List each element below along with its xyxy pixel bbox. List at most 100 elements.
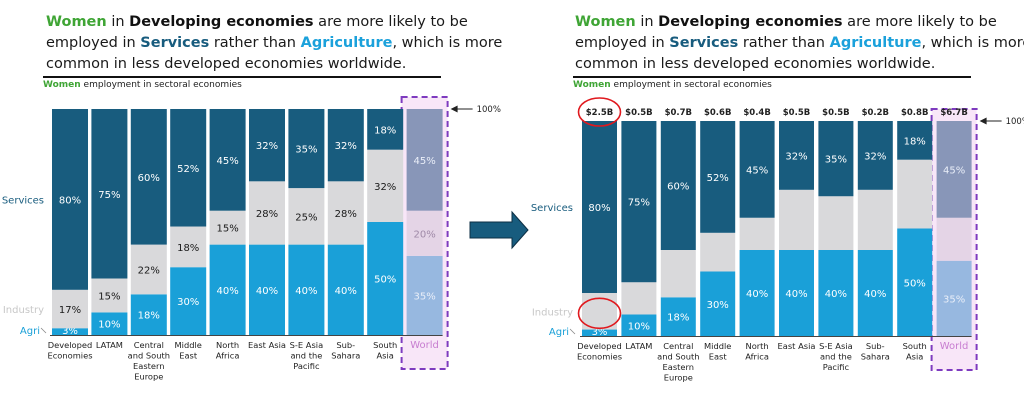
bar-segment-agri: [327, 244, 364, 335]
bar-segment-industry: [857, 189, 893, 250]
data-label-industry: 15%: [98, 291, 120, 302]
data-label-services: 80%: [59, 195, 81, 206]
bar-segment-services: [327, 109, 364, 182]
bar-segment-services: [818, 121, 854, 197]
data-label-services: 75%: [98, 190, 120, 201]
category-label: Asia: [906, 352, 923, 362]
category-label: and the: [290, 351, 322, 361]
bar-segment-industry: [249, 181, 285, 245]
highlight-circle-total: [577, 97, 622, 127]
hundred-percent-arrow-icon: [979, 117, 987, 125]
category-label: Europe: [664, 373, 693, 383]
bar-segment-agri: [367, 222, 404, 335]
bar-segment-agri: [582, 329, 617, 336]
bar-segment-agri: [897, 228, 933, 336]
bar-segment-agri: [288, 244, 325, 335]
category-label: Sahara: [331, 351, 360, 361]
bar-segment-industry: [779, 189, 814, 250]
data-label-services: 32%: [335, 141, 357, 152]
bar-segment-agri: [621, 314, 657, 336]
bar-segment-services: [170, 109, 207, 227]
headline-text: in: [635, 14, 659, 30]
category-label: South: [373, 340, 397, 350]
bar-segment-services: [779, 121, 814, 190]
data-label-services: 80%: [588, 203, 610, 214]
category-label: Africa: [216, 351, 240, 361]
category-label: Middle: [174, 340, 201, 350]
side-label-agri: Agri: [549, 327, 569, 338]
category-total-label: $0.8B: [901, 108, 928, 118]
bar-segment-industry: [170, 226, 207, 268]
bar-segment-services: [406, 109, 443, 211]
bar-segment-industry: [52, 289, 88, 329]
data-label-agri: 10%: [98, 320, 120, 331]
category-total-label: $0.5B: [783, 108, 810, 118]
data-label-services: 75%: [628, 198, 650, 209]
data-label-agri: 40%: [746, 289, 768, 300]
data-label-services: 52%: [177, 164, 199, 175]
bar-segment-agri: [209, 244, 246, 335]
category-label: Africa: [745, 352, 769, 362]
data-label-agri: 35%: [943, 294, 965, 305]
data-label-agri: 40%: [295, 286, 317, 297]
bar-segment-services: [582, 121, 617, 293]
headline-agriculture: Agriculture: [829, 35, 922, 51]
category-label: Developed: [48, 340, 93, 350]
bar-segment-industry: [327, 181, 364, 245]
headline-text: in: [106, 14, 130, 30]
category-total-label: $0.4B: [743, 108, 770, 118]
category-total-label: $0.5B: [822, 108, 849, 118]
data-label-agri: 50%: [904, 278, 926, 289]
hundred-percent-label: 100%: [1006, 117, 1024, 127]
category-total-label: $0.5B: [625, 108, 652, 118]
category-label: and the: [820, 352, 852, 362]
data-label-agri: 30%: [707, 300, 729, 311]
side-label-services: Services: [2, 195, 44, 206]
data-label-agri: 18%: [138, 311, 160, 322]
category-label: S-E Asia: [290, 340, 324, 350]
bar-segment-agri: [170, 267, 207, 335]
data-label-services: 60%: [667, 182, 689, 193]
headline-text: , which is more common in less developed…: [46, 35, 503, 72]
side-label-industry: Industry: [3, 305, 44, 316]
data-label-agri: 40%: [216, 286, 238, 297]
bar-segment-services: [936, 121, 972, 218]
data-label-agri: 3%: [592, 327, 608, 338]
right-divider: [573, 76, 971, 78]
data-label-services: 32%: [785, 151, 807, 162]
headline-services: Services: [140, 35, 210, 51]
hundred-percent-arrow-icon: [450, 105, 458, 113]
headline-women: Women: [46, 14, 107, 30]
data-label-agri: 50%: [374, 275, 396, 286]
category-label: Sahara: [861, 352, 890, 362]
headline-text: are more likely to be employed in: [46, 14, 468, 51]
category-label: and South: [128, 351, 170, 361]
bar-segment-services: [52, 109, 88, 290]
data-label-industry: 20%: [413, 229, 435, 240]
bar-segment-services: [660, 121, 696, 250]
category-label: LATAM: [625, 341, 652, 351]
bar-segment-agri: [52, 328, 88, 335]
category-label: Pacific: [293, 361, 320, 371]
data-label-services: 45%: [943, 165, 965, 176]
bar-segment-industry: [582, 293, 617, 330]
data-label-services: 32%: [864, 151, 886, 162]
headline-text: rather than: [209, 35, 301, 51]
side-label-industry: Industry: [532, 307, 573, 318]
data-label-agri: 40%: [785, 289, 807, 300]
data-label-industry: 17%: [59, 305, 81, 316]
data-label-services: 45%: [216, 156, 238, 167]
data-label-services: 35%: [295, 145, 317, 156]
data-label-agri: 3%: [62, 326, 78, 337]
category-label: Economies: [47, 351, 92, 361]
category-label: Economies: [577, 352, 622, 362]
category-label: Sub-: [336, 340, 355, 350]
subtitle-rest: employment in sectoral economies: [80, 80, 242, 90]
agri-leader-line: [40, 327, 47, 334]
side-label-agri: Agri: [20, 326, 40, 337]
bar-segment-industry: [288, 188, 325, 245]
data-label-services: 18%: [374, 125, 396, 136]
data-label-agri: 35%: [413, 291, 435, 302]
category-label: Pacific: [823, 362, 850, 372]
